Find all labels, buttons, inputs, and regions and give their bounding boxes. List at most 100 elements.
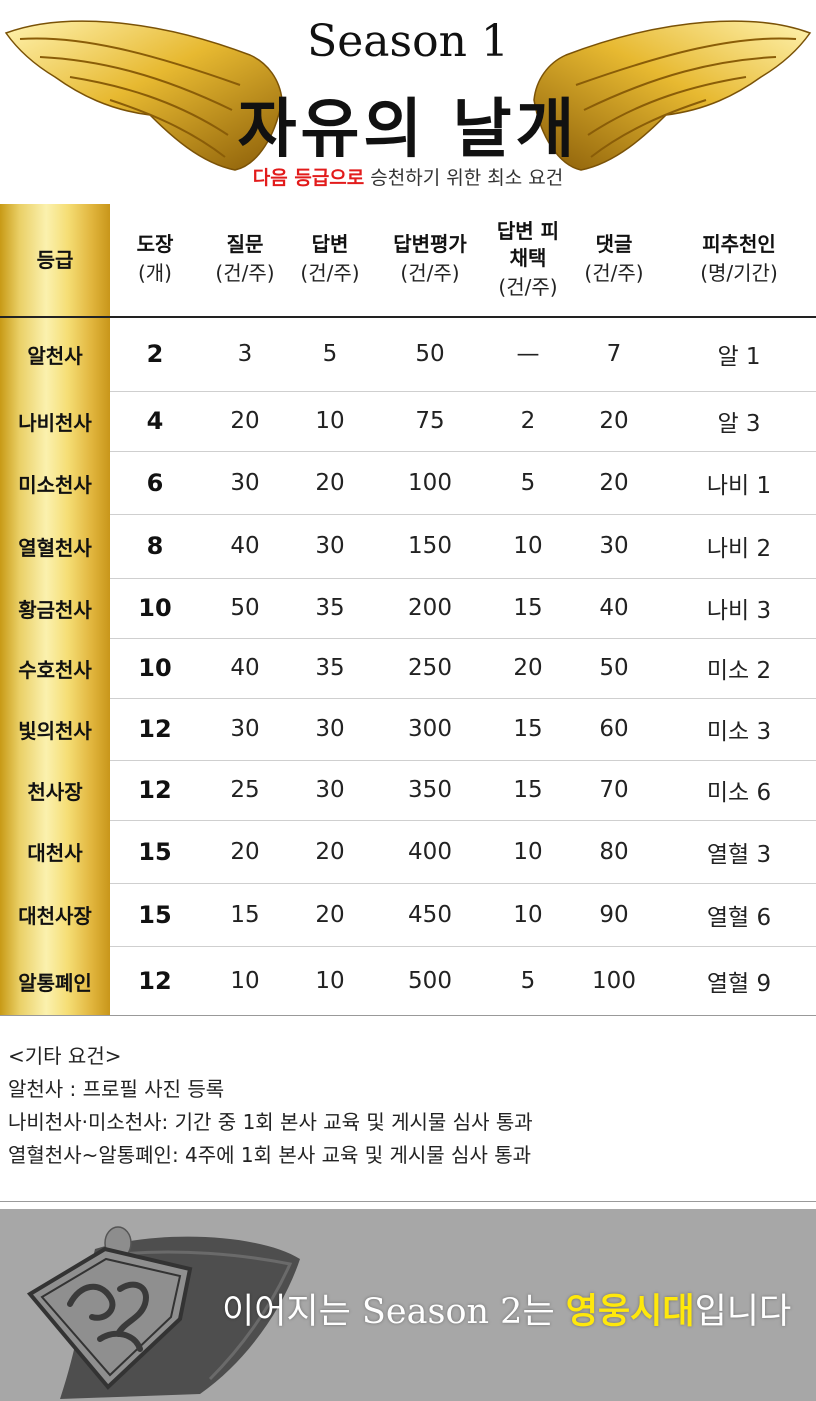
- adopted-answers-cell: 15: [513, 777, 543, 803]
- answer-ratings-cell: 75: [415, 408, 445, 434]
- notes-heading: <기타 요건>: [8, 1044, 122, 1068]
- questions-cell: 20: [230, 838, 260, 865]
- stamps-cell: 15: [138, 837, 172, 866]
- row-divider: [110, 820, 816, 821]
- row-divider: [110, 760, 816, 761]
- answer-ratings-cell: 150: [408, 533, 452, 559]
- column-header-answer-ratings: 답변평가 (건/주): [370, 204, 490, 316]
- adopted-answers-cell: 10: [513, 838, 543, 865]
- adopted-answers-cell: 10: [513, 901, 543, 928]
- stamps-cell: 8: [146, 532, 164, 560]
- answer-ratings-cell: 200: [408, 595, 452, 621]
- answers-cell: 30: [315, 533, 345, 559]
- grade-cell: 천사장: [27, 779, 83, 804]
- left-golden-wing-icon: [4, 20, 283, 171]
- comments-cell: 20: [599, 470, 629, 496]
- referrals-cell: 미소 3: [706, 719, 772, 745]
- footer-banner: 이어지는 Season 2는 영웅시대입니다: [0, 1209, 816, 1401]
- table-row: 알통폐인 12 10 10 500 5 100 열혈 9: [0, 946, 816, 1016]
- subtitle-rest: 승천하기 위한 최소 요건: [364, 167, 564, 189]
- column-header-label: 질문: [226, 232, 264, 256]
- grade-column-gold-background: [0, 204, 110, 1016]
- adopted-answers-cell: 5: [520, 470, 536, 496]
- other-requirements: <기타 요건> 알천사 : 프로필 사진 등록 나비천사·미소천사: 기간 중 …: [8, 1040, 808, 1172]
- adopted-answers-cell: —: [516, 341, 540, 367]
- column-header-label: 답변 피채택: [496, 218, 560, 270]
- stamps-cell: 12: [138, 967, 172, 995]
- answer-ratings-cell: 400: [408, 838, 452, 865]
- questions-cell: 40: [230, 533, 260, 559]
- column-header-unit: (건/주): [215, 261, 275, 285]
- column-header-label: 등급: [36, 247, 74, 272]
- referrals-cell: 열혈 3: [706, 841, 772, 868]
- right-golden-wing-icon: [533, 20, 812, 171]
- section-divider: [0, 1201, 816, 1202]
- grade-cell: 대천사: [27, 841, 83, 865]
- stamps-cell: 2: [146, 340, 164, 368]
- referrals-cell: 알 1: [717, 344, 761, 370]
- adopted-answers-cell: 10: [513, 533, 543, 559]
- stamps-cell: 6: [146, 469, 164, 497]
- adopted-answers-cell: 15: [513, 716, 543, 742]
- row-divider: [110, 514, 816, 515]
- stamps-cell: 10: [138, 594, 172, 622]
- column-header-label: 피추천인: [702, 232, 776, 256]
- stamps-cell: 10: [138, 654, 172, 682]
- answer-ratings-cell: 500: [408, 968, 452, 994]
- row-divider: [110, 883, 816, 884]
- answers-cell: 30: [315, 777, 345, 803]
- referrals-cell: 미소 2: [706, 658, 772, 684]
- column-header-unit: (건/주): [400, 261, 460, 285]
- answers-cell: 35: [315, 655, 345, 681]
- header-divider: [0, 316, 816, 318]
- note-line: 알천사 : 프로필 사진 등록: [8, 1077, 225, 1101]
- referrals-cell: 미소 6: [706, 780, 772, 806]
- table-row: 빛의천사 12 30 30 300 15 60 미소 3: [0, 698, 816, 760]
- adopted-answers-cell: 20: [513, 655, 543, 681]
- stamps-cell: 12: [138, 776, 172, 804]
- answers-cell: 10: [315, 408, 345, 434]
- grade-cell: 수호천사: [18, 657, 92, 682]
- stamps-cell: 4: [146, 407, 164, 435]
- footer-text-highlight: 영웅시대: [565, 1292, 695, 1332]
- comments-cell: 80: [599, 838, 629, 865]
- questions-cell: 50: [230, 595, 260, 621]
- questions-cell: 25: [230, 777, 260, 803]
- column-header-comments: 댓글 (건/주): [566, 204, 662, 316]
- column-header-unit: (명/기간): [700, 261, 778, 285]
- comments-cell: 70: [599, 777, 629, 803]
- subtitle-highlight: 다음 등급으로: [252, 167, 365, 189]
- superhero-emblem-icon: [26, 1226, 300, 1399]
- stamps-cell: 12: [138, 715, 172, 743]
- answers-cell: 20: [315, 838, 345, 865]
- questions-cell: 3: [237, 341, 253, 367]
- comments-cell: 7: [606, 341, 622, 367]
- questions-cell: 15: [230, 901, 260, 928]
- footer-message: 이어지는 Season 2는 영웅시대입니다: [222, 1283, 791, 1334]
- column-header-unit: (건/주): [300, 261, 360, 285]
- referrals-cell: 열혈 6: [706, 904, 772, 931]
- comments-cell: 100: [592, 968, 636, 994]
- grade-cell: 대천사장: [18, 904, 92, 928]
- table-row: 대천사장 15 15 20 450 10 90 열혈 6: [0, 883, 816, 946]
- grade-cell: 열혈천사: [18, 535, 92, 560]
- grade-cell: 알통폐인: [18, 970, 92, 995]
- note-line: 나비천사·미소천사: 기간 중 1회 본사 교육 및 게시물 심사 통과: [8, 1110, 533, 1134]
- answers-cell: 10: [315, 968, 345, 994]
- grade-cell: 미소천사: [18, 472, 92, 497]
- table-row: 나비천사 4 20 10 75 2 20 알 3: [0, 391, 816, 451]
- grade-cell: 황금천사: [18, 597, 92, 622]
- row-divider: [110, 451, 816, 452]
- answer-ratings-cell: 50: [415, 341, 445, 367]
- grade-cell: 나비천사: [18, 410, 92, 435]
- column-header-label: 답변: [311, 232, 349, 256]
- comments-cell: 50: [599, 655, 629, 681]
- grade-cell: 빛의천사: [18, 718, 92, 743]
- referrals-cell: 나비 3: [706, 598, 772, 624]
- table-row: 미소천사 6 30 20 100 5 20 나비 1: [0, 452, 816, 514]
- column-header-unit: (건/주): [498, 274, 558, 299]
- comments-cell: 60: [599, 716, 629, 742]
- answers-cell: 20: [315, 901, 345, 928]
- season-label: Season 1: [307, 16, 509, 67]
- row-divider: [110, 391, 816, 392]
